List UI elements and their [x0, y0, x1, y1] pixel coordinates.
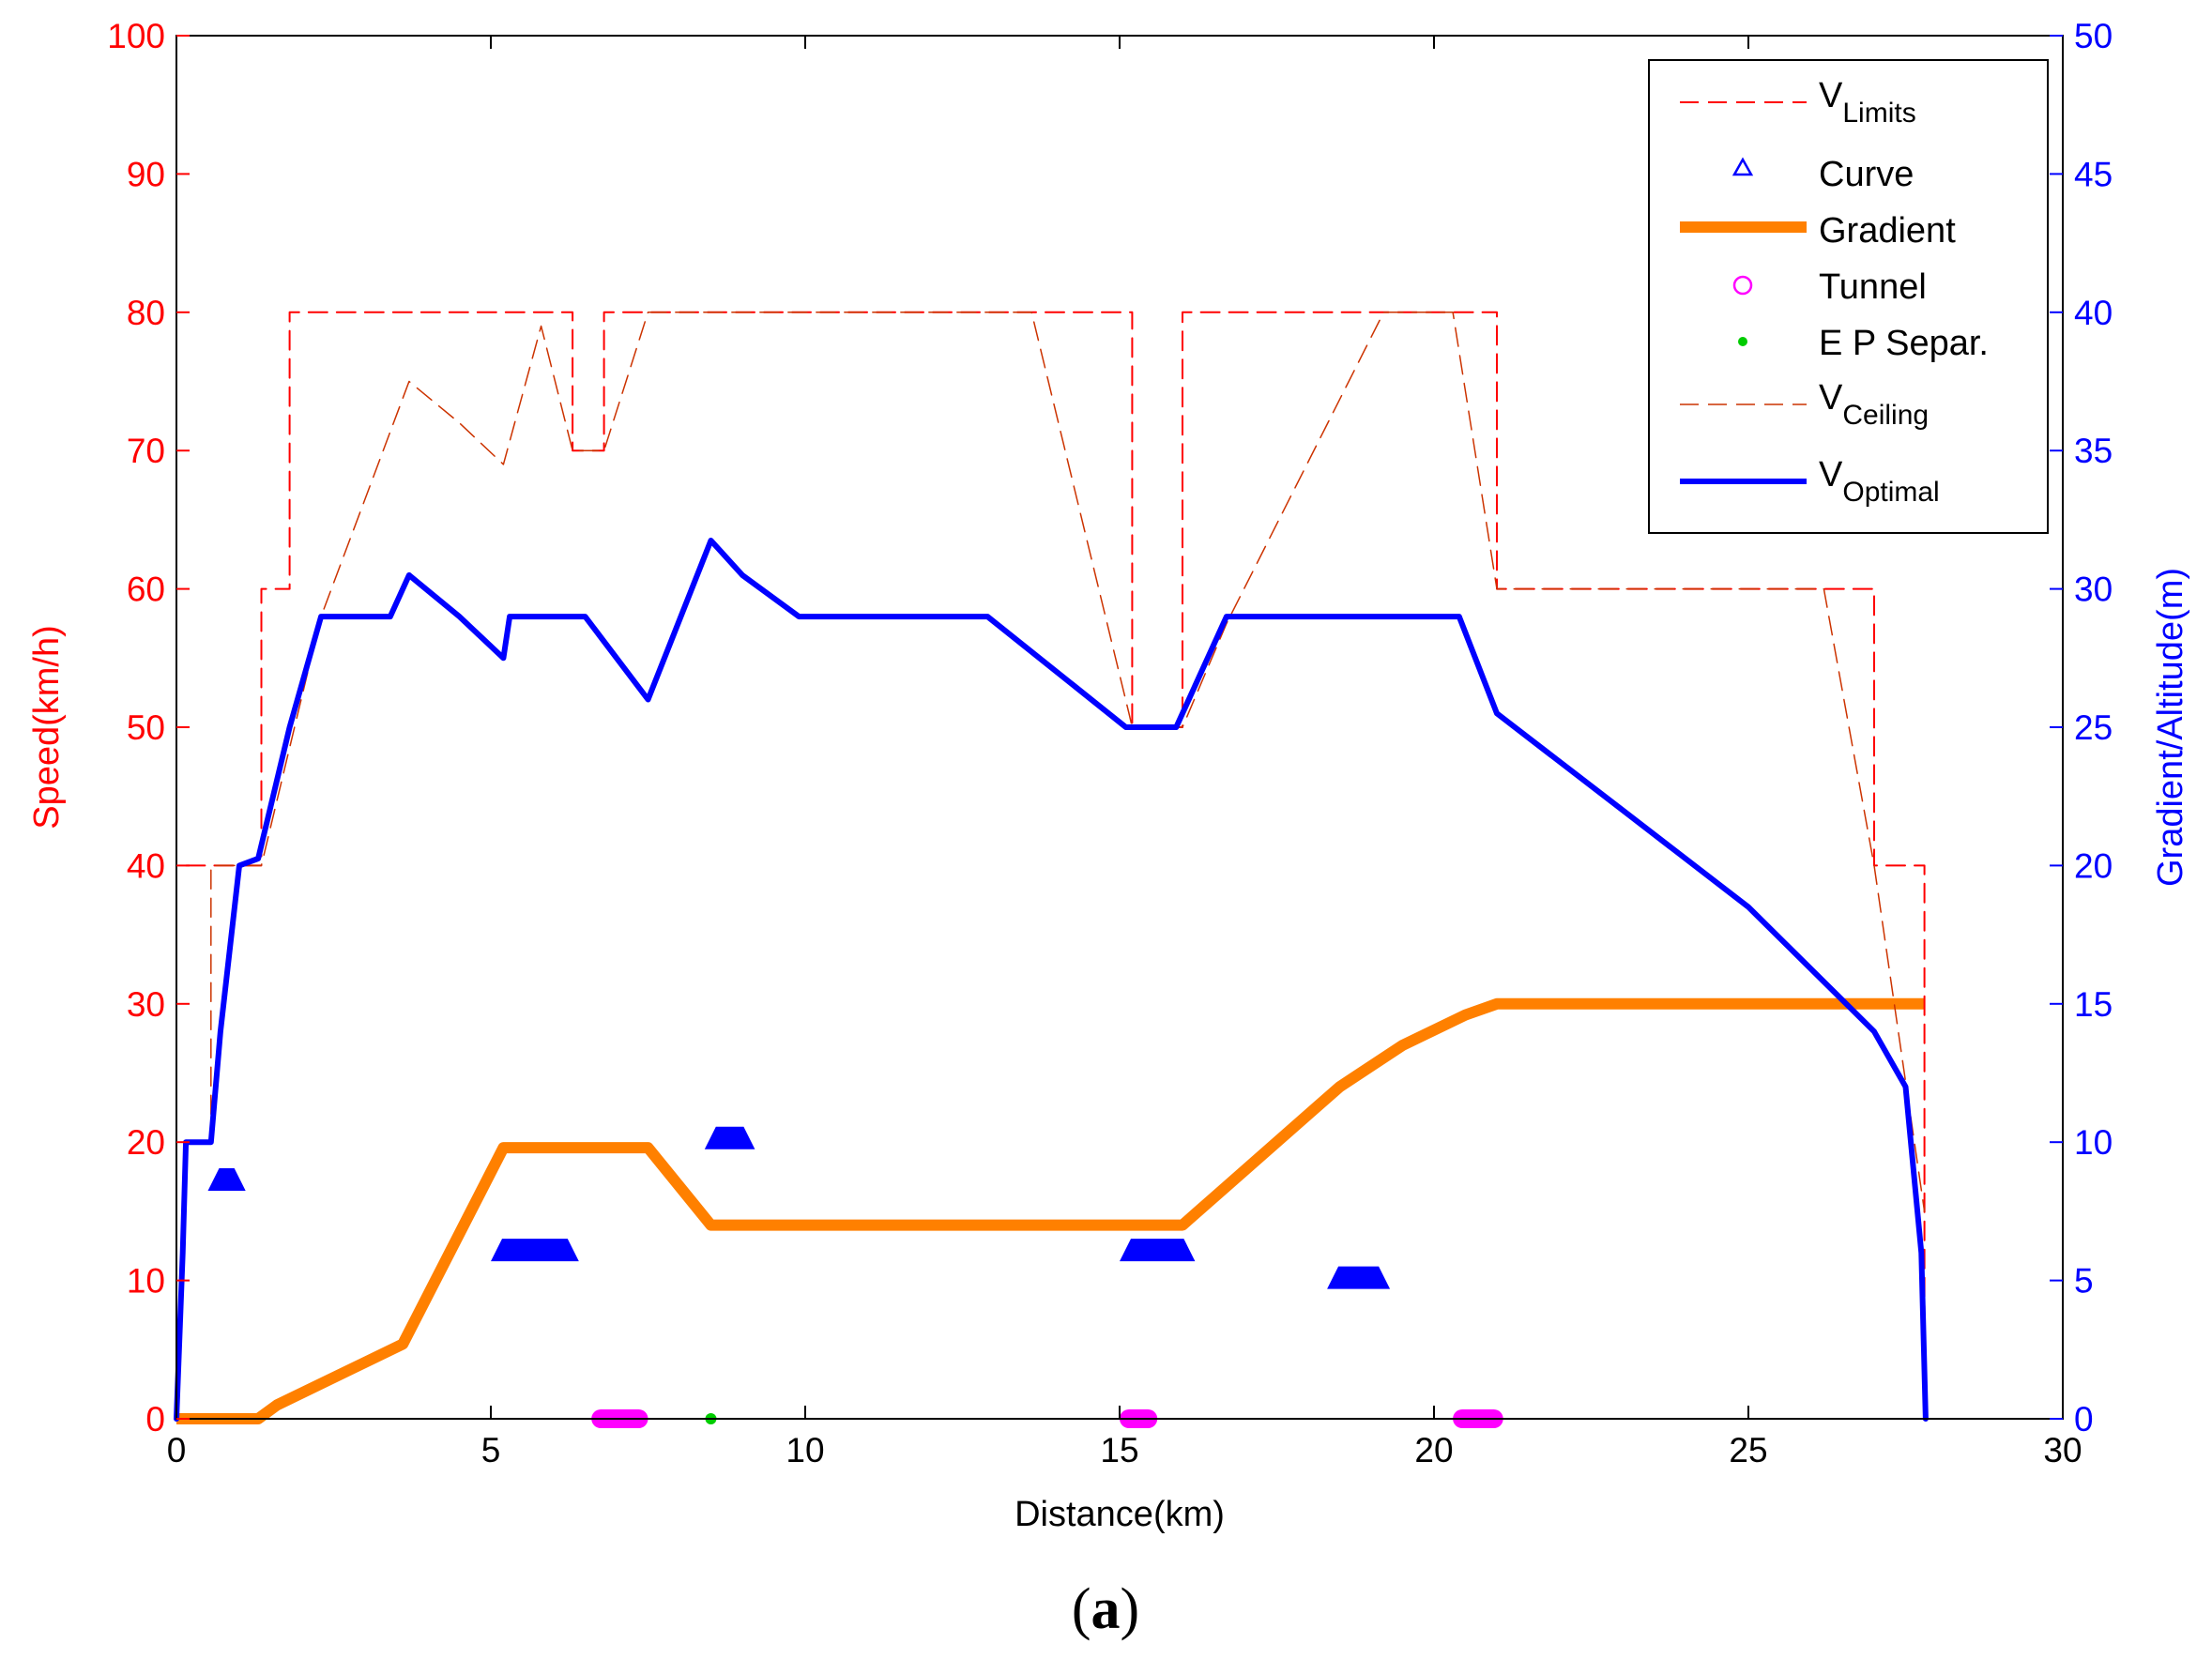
y-left-tick-label: 50	[127, 708, 165, 747]
y-right-tick-label: 45	[2074, 155, 2113, 193]
y-left-tick-label: 20	[127, 1123, 165, 1162]
legend-label-curve: Curve	[1819, 155, 1914, 194]
x-axis-title: Distance(km)	[1014, 1495, 1225, 1534]
y-left-tick-label: 10	[127, 1262, 165, 1301]
legend-label-gradient: Gradient	[1819, 211, 1956, 251]
x-tick-label: 10	[786, 1431, 824, 1469]
legend-swatch-curve	[1731, 157, 1754, 176]
x-tick-label: 15	[1100, 1431, 1138, 1469]
legend-box	[1648, 59, 2049, 534]
y-left-tick-label: 80	[127, 294, 165, 332]
curve-marker-4	[1327, 1266, 1391, 1289]
x-tick-label: 30	[2043, 1431, 2082, 1469]
y-left-tick-label: 90	[127, 155, 165, 193]
figure-caption: (a)	[1072, 1577, 1139, 1641]
y-right-tick-label: 10	[2074, 1123, 2113, 1162]
x-tick-label: 25	[1729, 1431, 1767, 1469]
y-right-tick-label: 25	[2074, 708, 2113, 747]
x-tick-label: 20	[1414, 1431, 1453, 1469]
y-left-tick-label: 30	[127, 985, 165, 1024]
legend-swatch-tunnel	[1732, 275, 1753, 296]
legend-label-ep-separ: E P Separ.	[1819, 324, 1989, 363]
x-tick-label: 5	[481, 1431, 501, 1469]
y-right-tick-label: 20	[2074, 846, 2113, 885]
left-axis-title: Speed(km/h)	[27, 625, 67, 830]
y-left-tick-label: 0	[145, 1400, 165, 1438]
y-right-tick-label: 40	[2074, 294, 2113, 332]
legend-label-tunnel: Tunnel	[1819, 267, 1927, 307]
legend-label-limits: VLimits	[1819, 76, 1916, 129]
y-left-tick-label: 70	[127, 432, 165, 470]
y-left-tick-label: 100	[107, 17, 165, 55]
curve-marker-2	[704, 1126, 755, 1149]
legend-label-ceiling: VCeiling	[1819, 378, 1929, 431]
curve-marker-1	[491, 1239, 579, 1262]
right-axis-title: Gradient/Altitude(m)	[2151, 568, 2190, 887]
series-line-ceiling	[210, 312, 1926, 1212]
y-right-tick-label: 30	[2074, 571, 2113, 609]
y-left-tick-label: 40	[127, 846, 165, 885]
tick-layer: 0 5 10 15 20 25 300102030405060708090100051015…	[107, 17, 2113, 1469]
curve-marker-0	[207, 1167, 246, 1191]
series-layer	[174, 311, 1929, 1424]
legend-swatch-ep-separ	[1738, 337, 1747, 346]
y-left-tick-label: 60	[127, 571, 165, 609]
legend: VLimits Curve Gradient Tunnel E P Separ.…	[1648, 59, 2049, 534]
y-right-tick-label: 15	[2074, 985, 2113, 1024]
x-tick-label: 0	[167, 1431, 187, 1469]
y-right-tick-label: 0	[2074, 1400, 2094, 1438]
series-line-optimal	[174, 538, 1929, 1422]
curve-marker-3	[1120, 1239, 1196, 1262]
series-line-gradient	[176, 997, 1925, 1424]
legend-label-optimal: VOptimal	[1819, 455, 1940, 508]
y-right-tick-label: 50	[2074, 17, 2113, 55]
y-right-tick-label: 35	[2074, 432, 2113, 470]
y-right-tick-label: 5	[2074, 1262, 2094, 1301]
